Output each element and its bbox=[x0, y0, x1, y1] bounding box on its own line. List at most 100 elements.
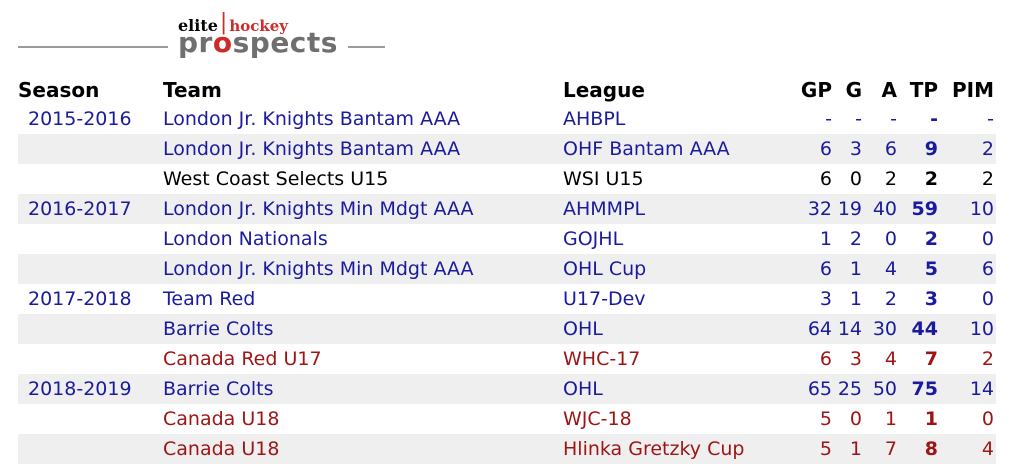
gp-value: 6 bbox=[819, 348, 832, 370]
tp-value: 44 bbox=[911, 318, 938, 340]
league-link[interactable]: WHC-17 bbox=[563, 348, 641, 370]
team-link[interactable]: Team Red bbox=[163, 288, 256, 310]
pim-value: 0 bbox=[981, 228, 994, 250]
team-link[interactable]: London Jr. Knights Bantam AAA bbox=[163, 138, 461, 160]
team-link[interactable]: London Jr. Knights Min Mdgt AAA bbox=[163, 258, 474, 280]
table-row: 2017-2018 Team Red U17-Dev 3 1 2 3 0 bbox=[18, 284, 996, 314]
a-value: 6 bbox=[884, 138, 897, 160]
season-link bbox=[18, 434, 163, 464]
g-value: 3 bbox=[849, 348, 862, 370]
table-row: Barrie Colts OHL 64 14 30 44 10 bbox=[18, 314, 996, 344]
a-value: 40 bbox=[872, 198, 897, 220]
team-link[interactable]: Canada U18 bbox=[163, 438, 280, 460]
league-link[interactable]: OHL Cup bbox=[563, 258, 647, 280]
league-link[interactable]: WJC-18 bbox=[563, 408, 632, 430]
gp-value: 32 bbox=[807, 198, 832, 220]
table-row: London Nationals GOJHL 1 2 0 2 0 bbox=[18, 224, 996, 254]
table-row: Canada Red U17 WHC-17 6 3 4 7 2 bbox=[18, 344, 996, 374]
league-link[interactable]: GOJHL bbox=[563, 228, 624, 250]
column-header-a: A bbox=[881, 78, 897, 102]
season-link[interactable]: 2017-2018 bbox=[28, 288, 132, 310]
season-link bbox=[18, 134, 163, 164]
g-value: 25 bbox=[837, 378, 862, 400]
team-link[interactable]: London Jr. Knights Min Mdgt AAA bbox=[163, 198, 474, 220]
column-header-pim: PIM bbox=[951, 78, 994, 102]
column-header-season: Season bbox=[18, 78, 100, 102]
column-header-team: Team bbox=[163, 78, 222, 102]
g-value: 2 bbox=[849, 228, 862, 250]
gp-value: 6 bbox=[819, 168, 832, 190]
column-header-tp: TP bbox=[909, 78, 938, 102]
gp-value: 6 bbox=[819, 138, 832, 160]
pim-value: 14 bbox=[969, 378, 994, 400]
season-link[interactable]: 2018-2019 bbox=[28, 378, 132, 400]
table-row: 2018-2019 Barrie Colts OHL 65 25 50 75 14 bbox=[18, 374, 996, 404]
logo-hockey-text: hockey bbox=[229, 17, 289, 35]
logo-elite-text: elite bbox=[178, 16, 218, 35]
season-link bbox=[18, 314, 163, 344]
tp-value: 9 bbox=[924, 138, 938, 160]
league-link[interactable]: OHL bbox=[563, 378, 603, 400]
a-value: 2 bbox=[884, 168, 897, 190]
a-value: 4 bbox=[884, 348, 897, 370]
team-link[interactable]: London Jr. Knights Bantam AAA bbox=[163, 108, 461, 130]
league-link[interactable]: U17-Dev bbox=[563, 288, 646, 310]
player-stats-table: Season Team League GP G A TP PIM 2015-20… bbox=[18, 74, 996, 464]
a-value: 7 bbox=[884, 438, 897, 460]
league-link[interactable]: AHMMPL bbox=[563, 198, 646, 220]
pim-value: 10 bbox=[969, 318, 994, 340]
table-header-row: Season Team League GP G A TP PIM bbox=[18, 74, 996, 104]
table-row: London Jr. Knights Bantam AAA OHF Bantam … bbox=[18, 134, 996, 164]
team-link[interactable]: Barrie Colts bbox=[163, 378, 274, 400]
season-link[interactable]: 2015-2016 bbox=[28, 108, 132, 130]
tp-value: 75 bbox=[911, 378, 938, 400]
tp-value: 3 bbox=[924, 288, 938, 310]
g-value: 14 bbox=[837, 318, 862, 340]
tp-value: 8 bbox=[924, 438, 938, 460]
pim-value: 6 bbox=[981, 258, 994, 280]
pim-value: 0 bbox=[981, 408, 994, 430]
tp-value: - bbox=[930, 108, 938, 130]
season-link bbox=[18, 164, 163, 194]
team-link[interactable]: Canada Red U17 bbox=[163, 348, 322, 370]
a-value: 30 bbox=[872, 318, 897, 340]
a-value: - bbox=[890, 108, 897, 130]
season-link bbox=[18, 344, 163, 374]
gp-value: 1 bbox=[819, 228, 832, 250]
gp-value: 64 bbox=[807, 318, 832, 340]
table-row: Canada U18 WJC-18 5 0 1 1 0 bbox=[18, 404, 996, 434]
logo-top-line: elite| hockey bbox=[178, 12, 338, 36]
league-link[interactable]: AHBPL bbox=[563, 108, 626, 130]
a-value: 0 bbox=[884, 228, 897, 250]
table-row: Canada U18 Hlinka Gretzky Cup 5 1 7 8 4 bbox=[18, 434, 996, 464]
g-value: 0 bbox=[849, 168, 862, 190]
league-link[interactable]: OHF Bantam AAA bbox=[563, 138, 730, 160]
team-link[interactable]: London Nationals bbox=[163, 228, 328, 250]
column-header-gp: GP bbox=[800, 78, 832, 102]
league-label: WSI U15 bbox=[563, 168, 644, 190]
pim-value: 2 bbox=[981, 168, 994, 190]
eliteprospects-logo[interactable]: elite| hockey prospects bbox=[168, 12, 348, 59]
g-value: 1 bbox=[849, 258, 862, 280]
a-value: 4 bbox=[884, 258, 897, 280]
team-link[interactable]: Canada U18 bbox=[163, 408, 280, 430]
logo-red-o: o bbox=[212, 26, 233, 59]
table-row: 2015-2016 London Jr. Knights Bantam AAA AH… bbox=[18, 104, 996, 134]
season-link[interactable]: 2016-2017 bbox=[28, 198, 132, 220]
g-value: 3 bbox=[849, 138, 862, 160]
g-value: 0 bbox=[849, 408, 862, 430]
table-row: West Coast Selects U15 WSI U15 6 0 2 2 2 bbox=[18, 164, 996, 194]
team-link[interactable]: Barrie Colts bbox=[163, 318, 274, 340]
league-link[interactable]: Hlinka Gretzky Cup bbox=[563, 438, 745, 460]
league-link[interactable]: OHL bbox=[563, 318, 603, 340]
g-value: 1 bbox=[849, 438, 862, 460]
gp-value: 5 bbox=[819, 438, 832, 460]
pim-value: 2 bbox=[981, 138, 994, 160]
column-header-g: G bbox=[845, 78, 862, 102]
tp-value: 1 bbox=[924, 408, 938, 430]
stats-table-body: 2015-2016 London Jr. Knights Bantam AAA AH… bbox=[18, 104, 996, 464]
team-label: West Coast Selects U15 bbox=[163, 168, 389, 190]
logo-prospects-text: prospects bbox=[178, 26, 338, 59]
season-link bbox=[18, 254, 163, 284]
column-header-league: League bbox=[563, 78, 645, 102]
